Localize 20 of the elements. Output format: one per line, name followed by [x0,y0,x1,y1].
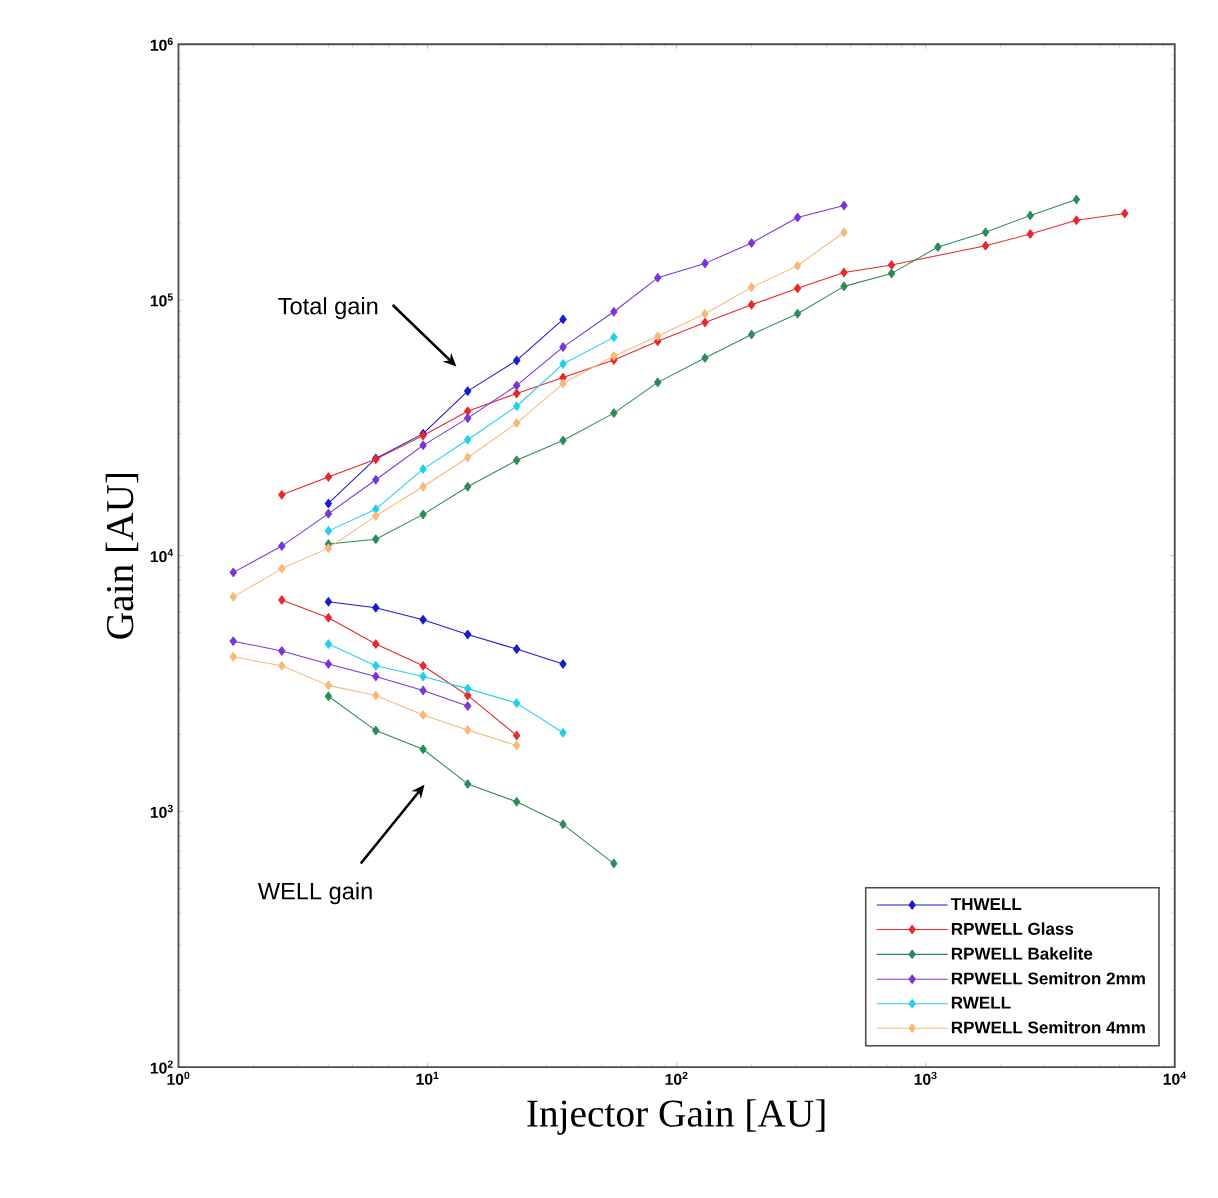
y-tick-label: 10$^{2}$ [150,1060,173,1074]
x-tick-label: 10$^{0}$ [167,1071,190,1085]
legend-label: RPWELL Semitron 4mm [951,1021,1145,1034]
y-axis-title: Gain [AU] [105,473,139,639]
legend-label: RPWELL Semitron 2mm [951,972,1145,985]
y-tick-label: 10$^{4}$ [150,549,174,563]
x-tick-label: 10$^{3}$ [914,1071,937,1085]
legend-label: THWELL [950,898,1022,910]
y-tick-label: 10$^{3}$ [150,804,173,818]
x-tick-label: 10$^{1}$ [416,1071,439,1085]
y-tick-label: 10$^{5}$ [150,293,173,307]
y-tick-label: 10$^{6}$ [150,37,173,51]
annotation: WELL gain [257,882,372,905]
x-tick-label: 10$^{4}$ [1163,1071,1187,1085]
legend-label: RWELL [951,996,1011,1009]
annotation: Total gain [278,297,378,320]
legend-label: RPWELL Bakelite [951,947,1093,960]
x-axis-title: Injector Gain [AU] [527,1099,825,1135]
x-tick-label: 10$^{2}$ [665,1071,688,1085]
legend-label: RPWELL Glass [951,922,1074,935]
